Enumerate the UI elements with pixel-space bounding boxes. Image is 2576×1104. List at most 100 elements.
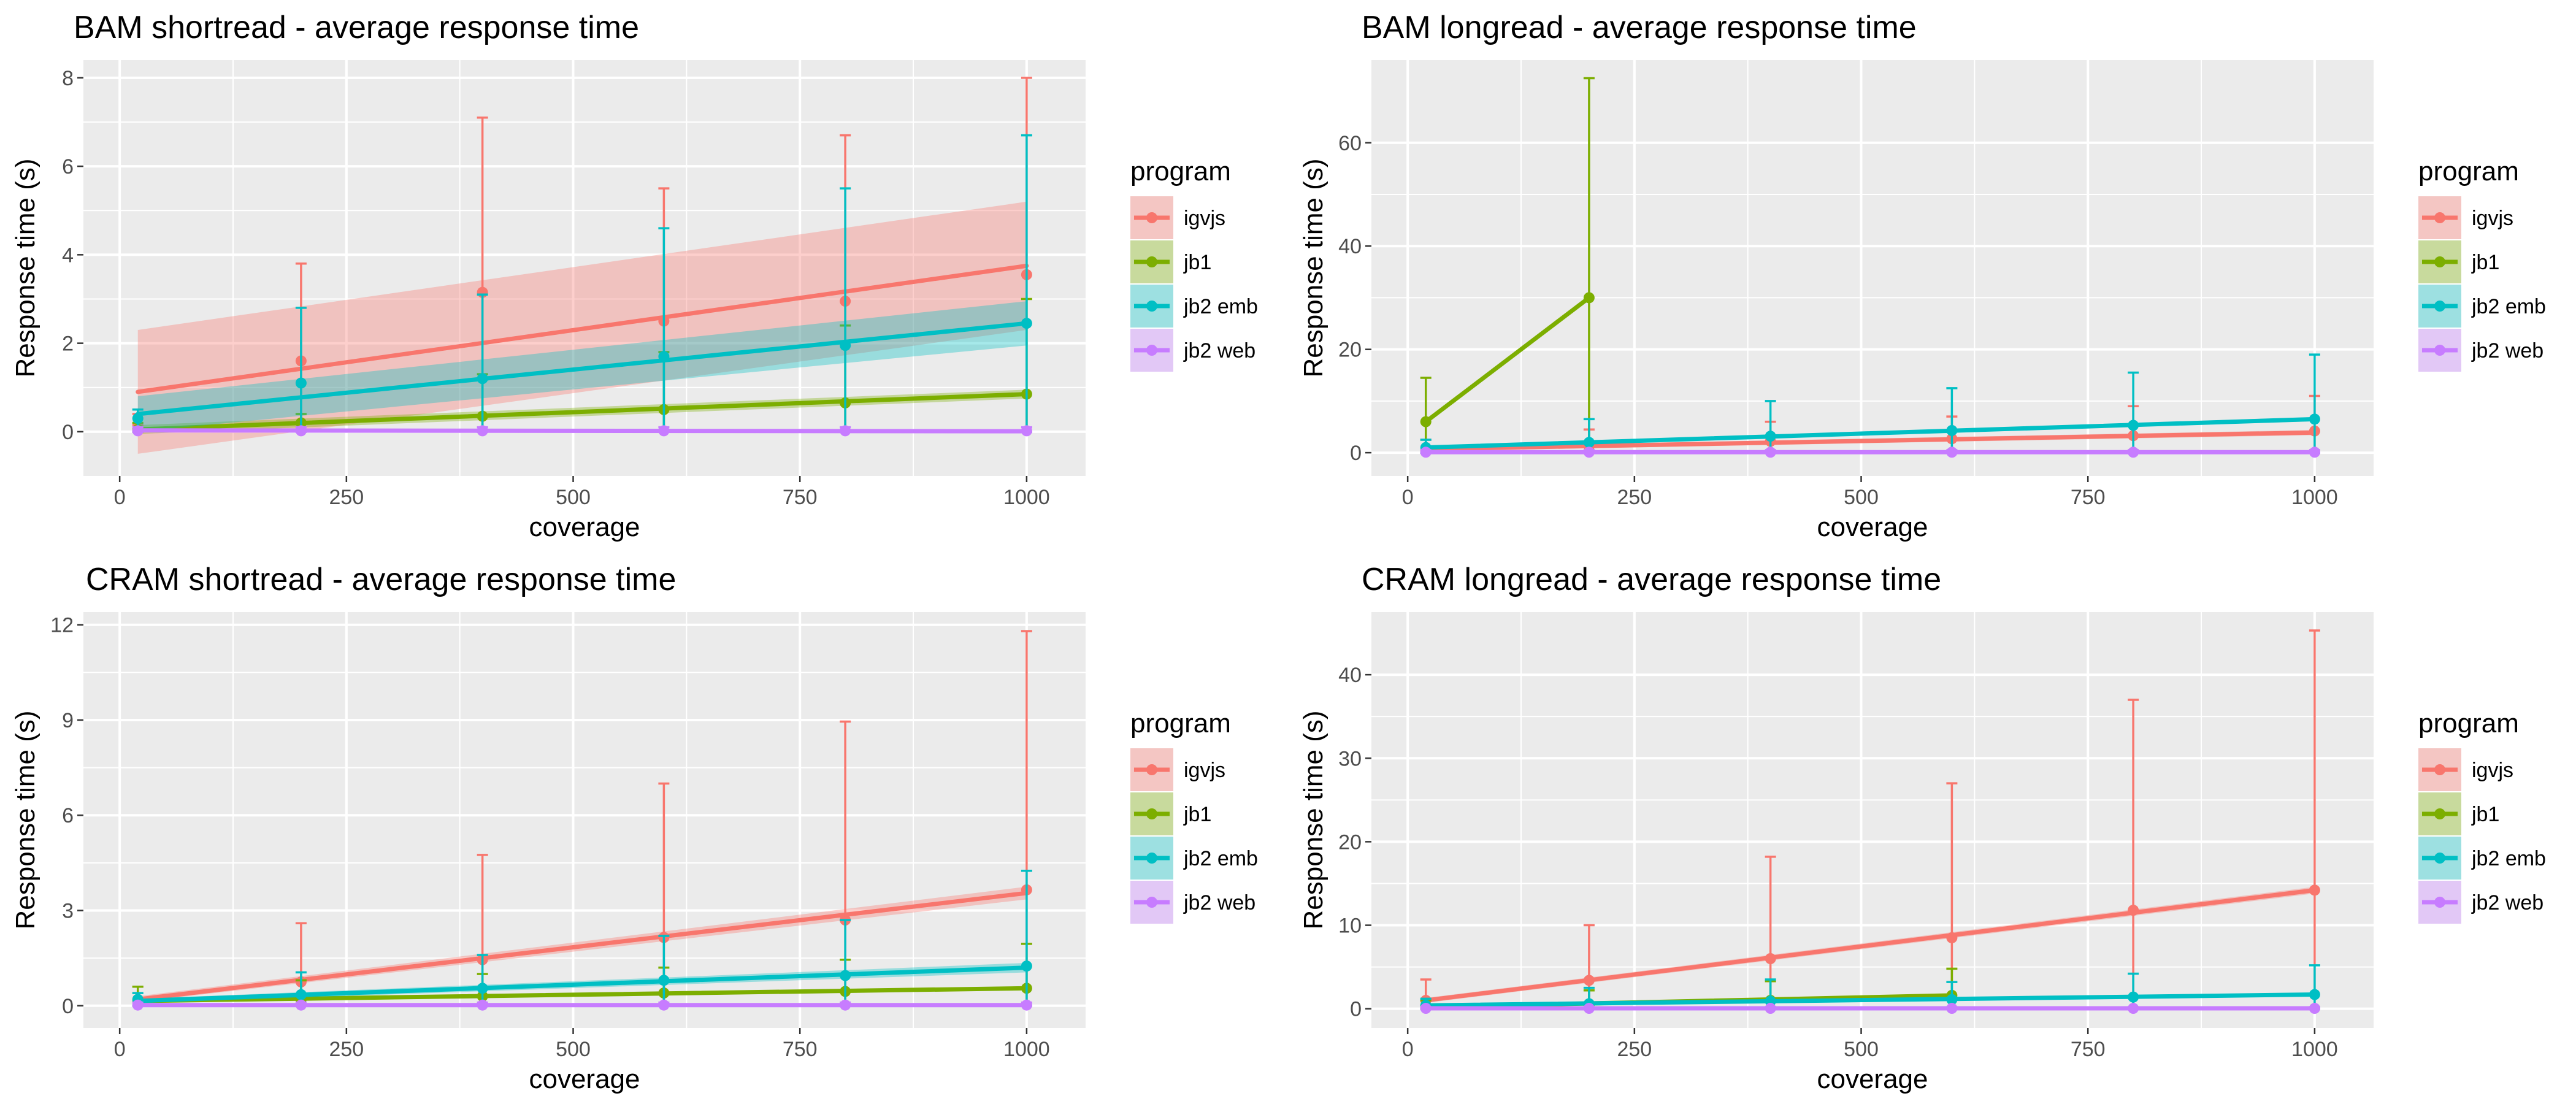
data-point (1946, 932, 1958, 943)
legend-key (2418, 748, 2461, 791)
data-point (2309, 884, 2320, 896)
legend-key (1130, 748, 1173, 791)
x-tick-label: 1000 (2291, 1038, 2338, 1061)
data-point (840, 970, 851, 981)
y-tick-label: 6 (62, 155, 74, 178)
data-point (840, 340, 851, 351)
data-point (1021, 999, 1032, 1011)
data-point (1946, 1003, 1958, 1014)
trend-line (1424, 430, 2317, 451)
x-tick-label: 1000 (2291, 486, 2338, 509)
trend-line (136, 986, 1029, 1003)
data-point (658, 425, 670, 437)
x-tick-label: 750 (783, 1038, 818, 1061)
data-point (295, 425, 307, 437)
y-tick-label: 0 (1350, 998, 1362, 1021)
legend-key-point (2434, 897, 2445, 908)
legend-key-point (1146, 808, 1157, 819)
legend-key (1130, 881, 1173, 924)
x-axis-label: coverage (529, 1064, 640, 1094)
trend-line (136, 965, 1029, 1003)
x-axis-label: coverage (1817, 1064, 1928, 1094)
legend-title: program (1130, 708, 1231, 738)
x-tick-label: 250 (1617, 486, 1652, 509)
chart-svg: 0 250 500 750 1000 0 20 40 60 BAM longread - aver… (1298, 10, 2546, 542)
chart-panel: 0 250 500 750 1000 0 20 40 60 BAM longread - aver… (1288, 0, 2576, 552)
chart-panel: 0 250 500 750 1000 0 10 20 30 40 CRAM longread - a… (1288, 552, 2576, 1104)
data-point (1420, 447, 1432, 458)
legend-key-point (2434, 808, 2445, 819)
x-tick-label: 750 (783, 486, 818, 509)
data-point (1583, 447, 1595, 458)
legend-label: igvjs (1184, 759, 1225, 782)
x-tick-label: 250 (329, 486, 364, 509)
data-point (132, 413, 144, 424)
legend-label: jb2 emb (1183, 847, 1258, 870)
data-point (477, 983, 488, 994)
data-point (1583, 975, 1595, 986)
data-point (2309, 413, 2320, 425)
data-point (1765, 953, 1776, 964)
data-point (1420, 1003, 1432, 1014)
plot-background (1371, 60, 2374, 476)
y-axis-label: Response time (s) (1298, 710, 1328, 929)
data-point (2309, 989, 2320, 1000)
data-point (1946, 424, 1958, 436)
data-point (132, 425, 144, 437)
legend-key-point (1146, 345, 1157, 356)
series-jb2-web (1420, 447, 2320, 458)
x-tick-label: 750 (2071, 1038, 2106, 1061)
legend-key-point (1146, 764, 1157, 775)
data-point (1583, 1003, 1595, 1014)
legend-label: igvjs (2472, 759, 2513, 782)
x-tick-label: 500 (556, 486, 591, 509)
legend-key-point (1146, 256, 1157, 267)
data-point (1765, 447, 1776, 458)
x-tick-label: 1000 (1003, 486, 1050, 509)
legend-title: program (2418, 708, 2519, 738)
data-point (1021, 318, 1032, 329)
data-point (1765, 1003, 1776, 1014)
trend-line (136, 392, 1029, 432)
y-tick-label: 0 (62, 421, 74, 444)
data-point (477, 425, 488, 437)
legend-key-point (1146, 897, 1157, 908)
legend-title: program (2418, 156, 2519, 186)
legend-key-point (2434, 853, 2445, 864)
x-tick-label: 0 (1402, 1038, 1414, 1061)
y-axis-label: Response time (s) (10, 158, 40, 377)
data-point (295, 989, 307, 1000)
x-tick-label: 1000 (1003, 1038, 1050, 1061)
legend-key-point (1146, 212, 1157, 223)
trend-line (136, 321, 1029, 416)
legend-key (2418, 837, 2461, 880)
legend-key-point (2434, 301, 2445, 312)
x-tick-label: 500 (1844, 1038, 1879, 1061)
y-tick-label: 20 (1338, 830, 1362, 854)
data-point (1946, 447, 1958, 458)
y-axis-label: Response time (s) (10, 710, 40, 929)
y-tick-label: 40 (1338, 235, 1362, 258)
chart-title: CRAM shortread - average response time (86, 562, 676, 597)
data-point (658, 975, 670, 986)
legend-label: jb1 (1183, 251, 1211, 274)
plot-background (1371, 612, 2374, 1028)
y-tick-label: 40 (1338, 664, 1362, 687)
data-point (2309, 447, 2320, 458)
y-tick-label: 6 (62, 804, 74, 827)
trend-line (136, 263, 1029, 394)
legend-key (1130, 196, 1173, 239)
data-point (1021, 960, 1032, 972)
data-point (2128, 905, 2139, 916)
chart-svg: 0 250 500 750 1000 0 3 6 9 12 CRAM shortread - ave… (10, 562, 1258, 1094)
legend-key (1130, 837, 1173, 880)
x-tick-label: 500 (556, 1038, 591, 1061)
series-jb2-emb (132, 134, 1032, 433)
data-point (1583, 437, 1595, 448)
data-point (2128, 447, 2139, 458)
legend-key-point (2434, 764, 2445, 775)
legend-key (2418, 196, 2461, 239)
legend-key (2418, 792, 2461, 835)
